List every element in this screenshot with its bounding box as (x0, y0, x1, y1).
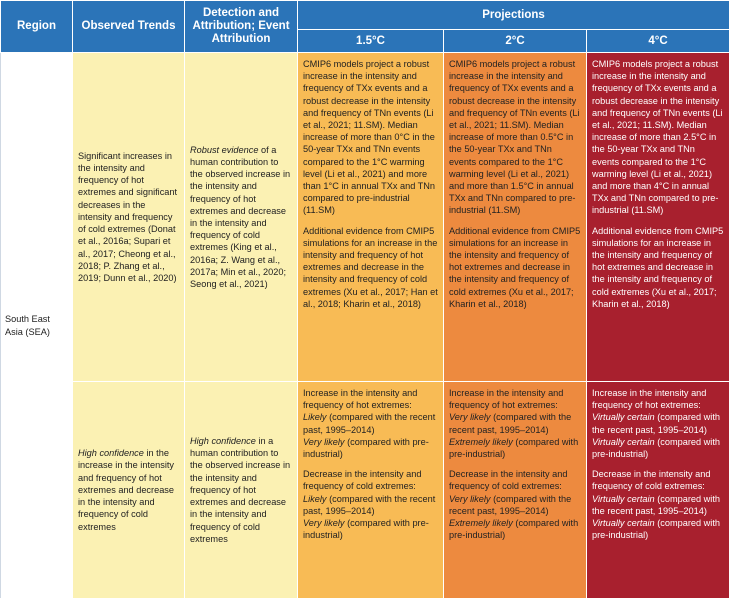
observed-confidence-cell: High confidence in the increase in the i… (72, 381, 185, 599)
header-2c: 2°C (443, 29, 587, 53)
projection-1-5c-cell: CMIP6 models project a robust increase i… (297, 52, 444, 382)
header-projections: Projections (296, 0, 729, 30)
likelihood-2c-cell: Increase in the intensity and frequency … (443, 381, 587, 599)
recent-ref: (compared with the recent past, 1995–201… (592, 493, 721, 516)
cold-intro: Decrease in the intensity and frequency … (449, 469, 568, 492)
hot-extremes-2c: Increase in the intensity and frequency … (449, 387, 581, 460)
observed-trends-text: Significant increases in the intensity a… (78, 150, 178, 283)
cold-intro: Decrease in the intensity and frequency … (303, 469, 422, 492)
cold-intro: Decrease in the intensity and frequency … (592, 469, 711, 492)
projection-4c-cmip5: Additional evidence from CMIP5 simulatio… (592, 225, 724, 309)
preind-ref: (compared with pre-industrial) (449, 436, 579, 460)
preind-ref: (compared with pre-industrial) (449, 518, 579, 541)
likelihood-recent: Very likely (449, 493, 491, 504)
likelihood-preind: Very likely (303, 518, 345, 529)
likelihood-recent: Likely (303, 412, 327, 423)
projection-2c-cmip5: Additional evidence from CMIP5 simulatio… (449, 225, 581, 309)
recent-ref: (compared with the recent past, 1995–201… (449, 493, 572, 516)
recent-ref: (compared with the recent past, 1995–201… (449, 412, 572, 435)
observed-trends-cell: Significant increases in the intensity a… (72, 52, 185, 382)
header-detection-attribution: Detection and Attribution; Event Attribu… (184, 0, 298, 53)
cold-extremes-1-5c: Decrease in the intensity and frequency … (303, 468, 438, 541)
detection-confidence-text: in a human contribution to the observed … (190, 436, 291, 544)
region-label: South East Asia (SEA) (5, 314, 50, 337)
header-1-5c: 1.5°C (297, 29, 444, 53)
detection-confidence-cell: High confidence in a human contribution … (184, 381, 298, 599)
hot-extremes-1-5c: Increase in the intensity and frequency … (303, 387, 438, 460)
likelihood-recent: Very likely (449, 412, 491, 423)
recent-ref: (compared with the recent past, 1995–201… (303, 412, 436, 435)
likelihood-preind: Extremely likely (449, 436, 513, 447)
likelihood-recent: Likely (303, 493, 327, 504)
projection-2c-cmip6: CMIP6 models project a robust increase i… (449, 59, 580, 216)
observed-confidence-text: in the increase in the intensity and fre… (78, 448, 175, 532)
observed-confidence: High confidence (78, 448, 144, 459)
cold-extremes-2c: Decrease in the intensity and frequency … (449, 468, 581, 541)
preind-ref: (compared with pre-industrial) (592, 436, 721, 460)
detection-text: of a human contribution to the observed … (190, 144, 291, 290)
projection-1-5c-cmip5: Additional evidence from CMIP5 simulatio… (303, 225, 438, 309)
likelihood-recent: Virtually certain (592, 493, 655, 504)
header-observed-trends: Observed Trends (72, 0, 185, 53)
detection-cell: Robust evidence of a human contribution … (184, 52, 298, 382)
likelihood-preind: Extremely likely (449, 518, 513, 529)
likelihood-preind: Very likely (303, 436, 345, 447)
hot-extremes-4c: Increase in the intensity and frequency … (592, 387, 724, 460)
projection-2c-cell: CMIP6 models project a robust increase i… (443, 52, 587, 382)
preind-ref: (compared with pre-industrial) (303, 518, 429, 541)
projection-4c-cmip6: CMIP6 models project a robust increase i… (592, 59, 723, 216)
projection-4c-cell: CMIP6 models project a robust increase i… (585, 52, 729, 382)
hot-intro: Increase in the intensity and frequency … (303, 388, 418, 411)
header-region: Region (0, 0, 73, 53)
detection-confidence: Robust evidence (190, 144, 259, 155)
detection-confidence-2: High confidence (190, 436, 256, 447)
likelihood-4c-cell: Increase in the intensity and frequency … (585, 381, 729, 599)
recent-ref: (compared with the recent past, 1995–201… (592, 412, 721, 435)
hot-intro: Increase in the intensity and frequency … (449, 388, 564, 411)
header-4c: 4°C (585, 29, 729, 53)
likelihood-1-5c-cell: Increase in the intensity and frequency … (297, 381, 444, 599)
recent-ref: (compared with the recent past, 1995–201… (303, 493, 436, 516)
region-cell: South East Asia (SEA) (0, 52, 73, 599)
preind-ref: (compared with pre-industrial) (303, 436, 429, 460)
likelihood-recent: Virtually certain (592, 412, 655, 423)
hot-intro: Increase in the intensity and frequency … (592, 388, 707, 411)
likelihood-preind: Virtually certain (592, 518, 655, 529)
cold-extremes-4c: Decrease in the intensity and frequency … (592, 468, 724, 541)
projection-1-5c-cmip6: CMIP6 models project a robust increase i… (303, 59, 436, 216)
likelihood-preind: Virtually certain (592, 436, 655, 447)
preind-ref: (compared with pre-industrial) (592, 518, 721, 541)
